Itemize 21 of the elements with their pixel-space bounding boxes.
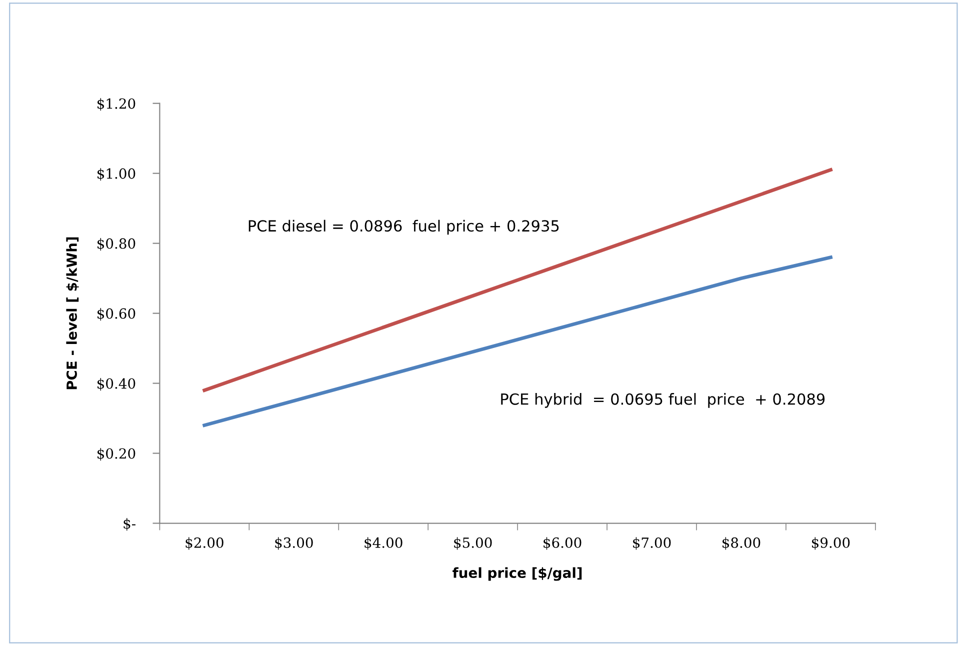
x-tick-label: $8.00 (722, 537, 760, 550)
x-tick-label: $4.00 (364, 537, 402, 550)
y-tick-label: $0.40 (98, 378, 136, 391)
x-tick-label: $7.00 (633, 537, 671, 550)
annotation: PCE hybrid = 0.0695 fuel price + 0.2089 (501, 393, 825, 408)
y-tick-label: $1.00 (98, 168, 136, 181)
y-axis-title: PCE - level [ $/kWh] (66, 237, 79, 390)
x-axis-title: fuel price [$/gal] (452, 567, 582, 581)
y-tick-label: $- (124, 518, 136, 531)
y-tick-label: $1.20 (98, 98, 136, 111)
x-tick-label: $9.00 (812, 537, 850, 550)
line-series (202, 168, 832, 392)
y-tick-label: $0.60 (98, 308, 136, 321)
annotation: PCE diesel = 0.0896 fuel price + 0.2935 (248, 220, 559, 235)
x-tick-label: $3.00 (275, 537, 313, 550)
x-tick-label: $5.00 (454, 537, 492, 550)
y-tick-label: $0.20 (98, 448, 136, 461)
line-series (202, 256, 832, 428)
y-tick-label: $0.80 (98, 238, 136, 251)
x-tick-label: $6.00 (544, 537, 582, 550)
x-tick-label: $2.00 (186, 537, 224, 550)
